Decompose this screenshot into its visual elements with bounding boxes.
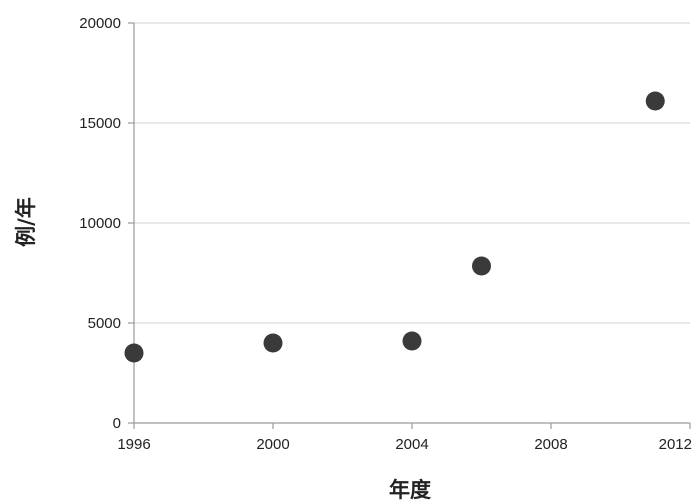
data-point bbox=[402, 331, 422, 351]
x-tick-label: 2004 bbox=[395, 436, 428, 453]
data-points bbox=[124, 91, 665, 363]
data-point bbox=[472, 256, 491, 276]
y-tick-label: 10000 bbox=[79, 215, 121, 232]
data-point bbox=[645, 91, 665, 111]
x-tick-label: 2008 bbox=[534, 436, 567, 453]
data-point bbox=[263, 333, 283, 353]
gridlines bbox=[134, 22, 690, 324]
x-axis-title: 年度 bbox=[389, 478, 431, 502]
y-tick-label: 20000 bbox=[79, 15, 121, 32]
y-tick-label: 0 bbox=[113, 415, 121, 432]
y-axis-title: 例/年 bbox=[14, 197, 38, 247]
x-tick-label: 2000 bbox=[256, 436, 289, 453]
y-tick-label: 5000 bbox=[88, 315, 121, 332]
data-point bbox=[124, 343, 144, 363]
axes bbox=[128, 22, 691, 429]
y-tick-label: 15000 bbox=[79, 115, 121, 132]
x-tick-label: 1996 bbox=[117, 436, 150, 453]
tick-labels: 0 5000 10000 15000 20000 1996 2000 2004 2008 2012 bbox=[79, 15, 692, 453]
x-tick-label: 2012 bbox=[659, 436, 692, 453]
